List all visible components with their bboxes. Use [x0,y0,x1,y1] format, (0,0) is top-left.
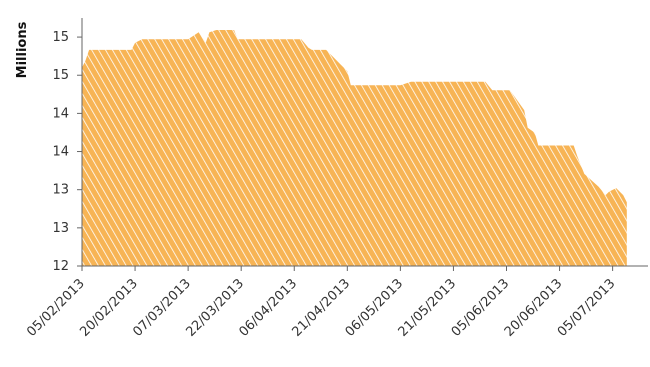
x-tick-label: 05/07/2013 [555,276,619,340]
y-tick-label: 15 [52,30,69,45]
y-tick-label: 13 [52,183,69,198]
y-tick-label: 14 [52,106,69,121]
area-series-0 [82,30,627,266]
y-tick-label: 12 [52,259,69,274]
y-tick-label: 13 [52,221,69,236]
y-tick-label: 15 [52,68,69,83]
y-axis-label: Millions [15,21,30,78]
y-tick-label: 14 [52,145,69,160]
